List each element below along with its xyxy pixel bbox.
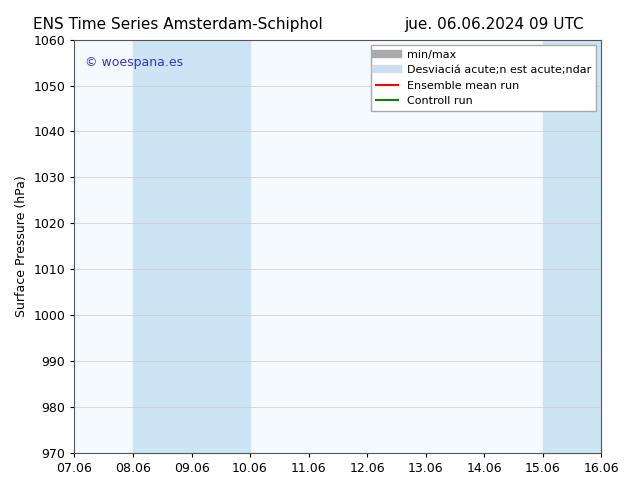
Y-axis label: Surface Pressure (hPa): Surface Pressure (hPa) xyxy=(15,175,28,317)
Text: © woespana.es: © woespana.es xyxy=(85,56,183,69)
Text: ENS Time Series Amsterdam-Schiphol: ENS Time Series Amsterdam-Schiphol xyxy=(32,17,323,32)
Legend: min/max, Desviaciá acute;n est acute;ndar, Ensemble mean run, Controll run: min/max, Desviaciá acute;n est acute;nda… xyxy=(372,45,595,111)
Bar xyxy=(133,40,250,453)
Text: jue. 06.06.2024 09 UTC: jue. 06.06.2024 09 UTC xyxy=(404,17,585,32)
Bar xyxy=(543,40,601,453)
